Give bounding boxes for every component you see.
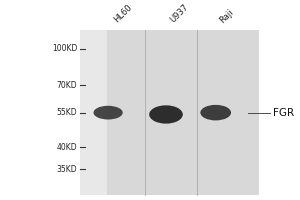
Text: 100KD: 100KD [52,44,77,53]
FancyBboxPatch shape [80,30,106,195]
Text: HL60: HL60 [112,3,134,25]
FancyBboxPatch shape [80,30,259,195]
Ellipse shape [200,105,231,120]
Text: 55KD: 55KD [57,108,77,117]
Text: FGR: FGR [273,108,294,118]
Ellipse shape [149,105,183,124]
Text: 35KD: 35KD [57,165,77,174]
Text: 40KD: 40KD [57,143,77,152]
Text: Raji: Raji [218,7,235,25]
Ellipse shape [94,106,123,120]
Text: U937: U937 [168,3,190,25]
Text: 70KD: 70KD [57,81,77,90]
